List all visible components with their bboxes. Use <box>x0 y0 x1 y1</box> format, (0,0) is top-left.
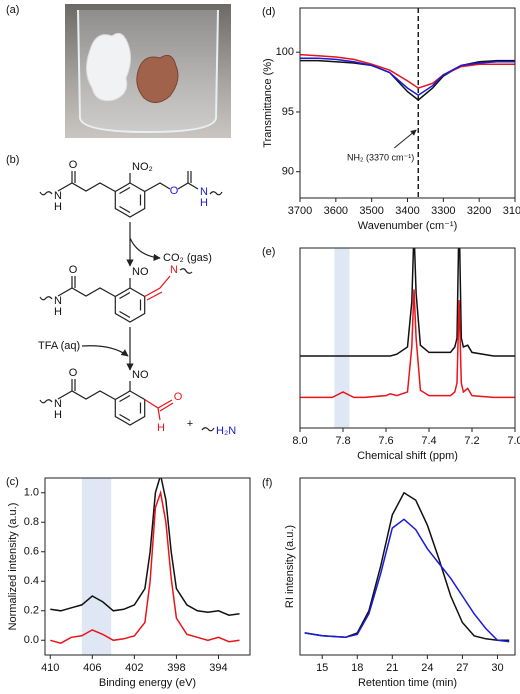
scheme-label: O <box>69 367 78 379</box>
x-tick-label: 3300 <box>431 205 455 217</box>
x-tick-label: 21 <box>386 662 398 674</box>
scheme-label: H <box>157 422 165 434</box>
scheme-label: O <box>174 391 183 403</box>
annotation-arrow <box>393 129 417 149</box>
scheme-label: NO₂ <box>132 161 153 173</box>
series-line <box>300 59 515 101</box>
y-tick-label: 0.2 <box>24 605 39 617</box>
plot-frame <box>44 477 251 656</box>
scheme-label: H <box>200 197 208 209</box>
x-axis-label: Binding energy (eV) <box>99 677 196 689</box>
panel-label: (f) <box>262 477 272 489</box>
x-tick-label: 7.0 <box>507 435 520 447</box>
x-tick-label: 3500 <box>359 205 383 217</box>
x-tick-label: 27 <box>456 662 468 674</box>
x-tick-label: 7.4 <box>421 435 436 447</box>
series-line <box>304 491 510 642</box>
series-line <box>50 489 240 645</box>
y-tick-label: 0.6 <box>24 546 39 558</box>
scheme-label: NO <box>132 369 149 381</box>
y-tick-label: 100 <box>276 46 294 58</box>
chart: (c) 410 406 402 398 394 0.0 0.2 0.4 0.6 0.8 1.0 Bind… <box>6 476 251 689</box>
y-tick-label: 0.8 <box>24 516 39 528</box>
y-axis-label: RI intensity (a.u.) <box>284 525 296 608</box>
chart: (e) 8.0 7.8 7.6 7.4 7.2 7.0 Chemical shift (ppm… <box>262 246 520 462</box>
x-tick-label: 3600 <box>324 205 348 217</box>
y-axis-label: Normalized intensity (a.u.) <box>7 503 19 631</box>
x-tick-label: 30 <box>491 662 503 674</box>
x-tick-label: 24 <box>421 662 433 674</box>
plot-frame <box>299 477 516 656</box>
x-tick-label: 398 <box>167 662 185 674</box>
y-tick-label: 90 <box>282 166 294 178</box>
scheme-label: H₂N <box>216 425 236 437</box>
x-tick-label: 394 <box>209 662 227 674</box>
scheme-label: CO₂ (gas) <box>163 252 212 264</box>
x-tick-label: 3700 <box>288 205 312 217</box>
y-tick-label: 1.0 <box>24 487 39 499</box>
series-line <box>304 518 510 643</box>
panel-label: (b) <box>6 154 19 166</box>
plot-frame <box>299 7 516 199</box>
series-line <box>300 57 515 97</box>
panel-label: (a) <box>6 4 19 16</box>
x-axis-label: Wavenumber (cm⁻¹) <box>358 220 458 232</box>
x-tick-label: 7.2 <box>464 435 479 447</box>
scheme-label: N <box>54 398 62 410</box>
series-line <box>300 53 515 89</box>
x-tick-label: 410 <box>41 662 59 674</box>
y-axis-label: Transmittance (%) <box>262 58 274 147</box>
panel-label: (c) <box>6 476 19 488</box>
scheme-label: H <box>54 409 62 421</box>
annotation: NH₂ (3370 cm⁻¹) <box>347 152 414 162</box>
scheme-label: O <box>69 159 78 171</box>
highlight <box>334 248 350 428</box>
scheme-label: N <box>200 186 208 198</box>
scheme-label: NO <box>132 266 149 278</box>
scheme-label: TFA (aq) <box>38 340 80 352</box>
series-line <box>300 248 515 357</box>
x-tick-label: 8.0 <box>292 435 307 447</box>
x-axis-label: Chemical shift (ppm) <box>357 450 458 462</box>
x-tick-label: 406 <box>83 662 101 674</box>
photo <box>65 4 231 138</box>
x-axis-label: Retention time (min) <box>358 677 457 689</box>
scheme: NO₂ O N H O N H CO₂ (gas) NO O N H N TFA… <box>38 159 236 437</box>
x-tick-label: 15 <box>316 662 328 674</box>
series-line <box>50 478 240 616</box>
chart: (f) 15 18 21 24 27 30 Retention time (min) RI in… <box>262 477 516 689</box>
x-tick-label: 3200 <box>467 205 491 217</box>
x-tick-label: 3400 <box>395 205 419 217</box>
highlight <box>81 478 112 655</box>
scheme-label: O <box>170 185 179 197</box>
x-tick-label: 18 <box>351 662 363 674</box>
scheme-label: N <box>54 295 62 307</box>
y-tick-label: 95 <box>282 106 294 118</box>
series-line <box>300 289 515 399</box>
y-tick-label: 0.4 <box>24 575 39 587</box>
panel-label: (e) <box>262 246 275 258</box>
scheme-label: + <box>187 418 193 430</box>
x-tick-label: 3100 <box>503 205 520 217</box>
x-tick-label: 402 <box>125 662 143 674</box>
scheme-label: H <box>54 306 62 318</box>
plot-frame <box>299 247 516 429</box>
scheme-label: N <box>170 264 178 276</box>
scheme-label: N <box>54 190 62 202</box>
scheme-label: H <box>54 201 62 213</box>
x-tick-label: 7.8 <box>335 435 350 447</box>
chart: (d) 3700 3600 3500 3400 3300 3200 3100 90 95 100 NH… <box>262 6 520 232</box>
y-tick-label: 0.0 <box>24 634 39 646</box>
scheme-label: O <box>69 264 78 276</box>
x-tick-label: 7.6 <box>378 435 393 447</box>
panel-label: (d) <box>262 6 275 18</box>
